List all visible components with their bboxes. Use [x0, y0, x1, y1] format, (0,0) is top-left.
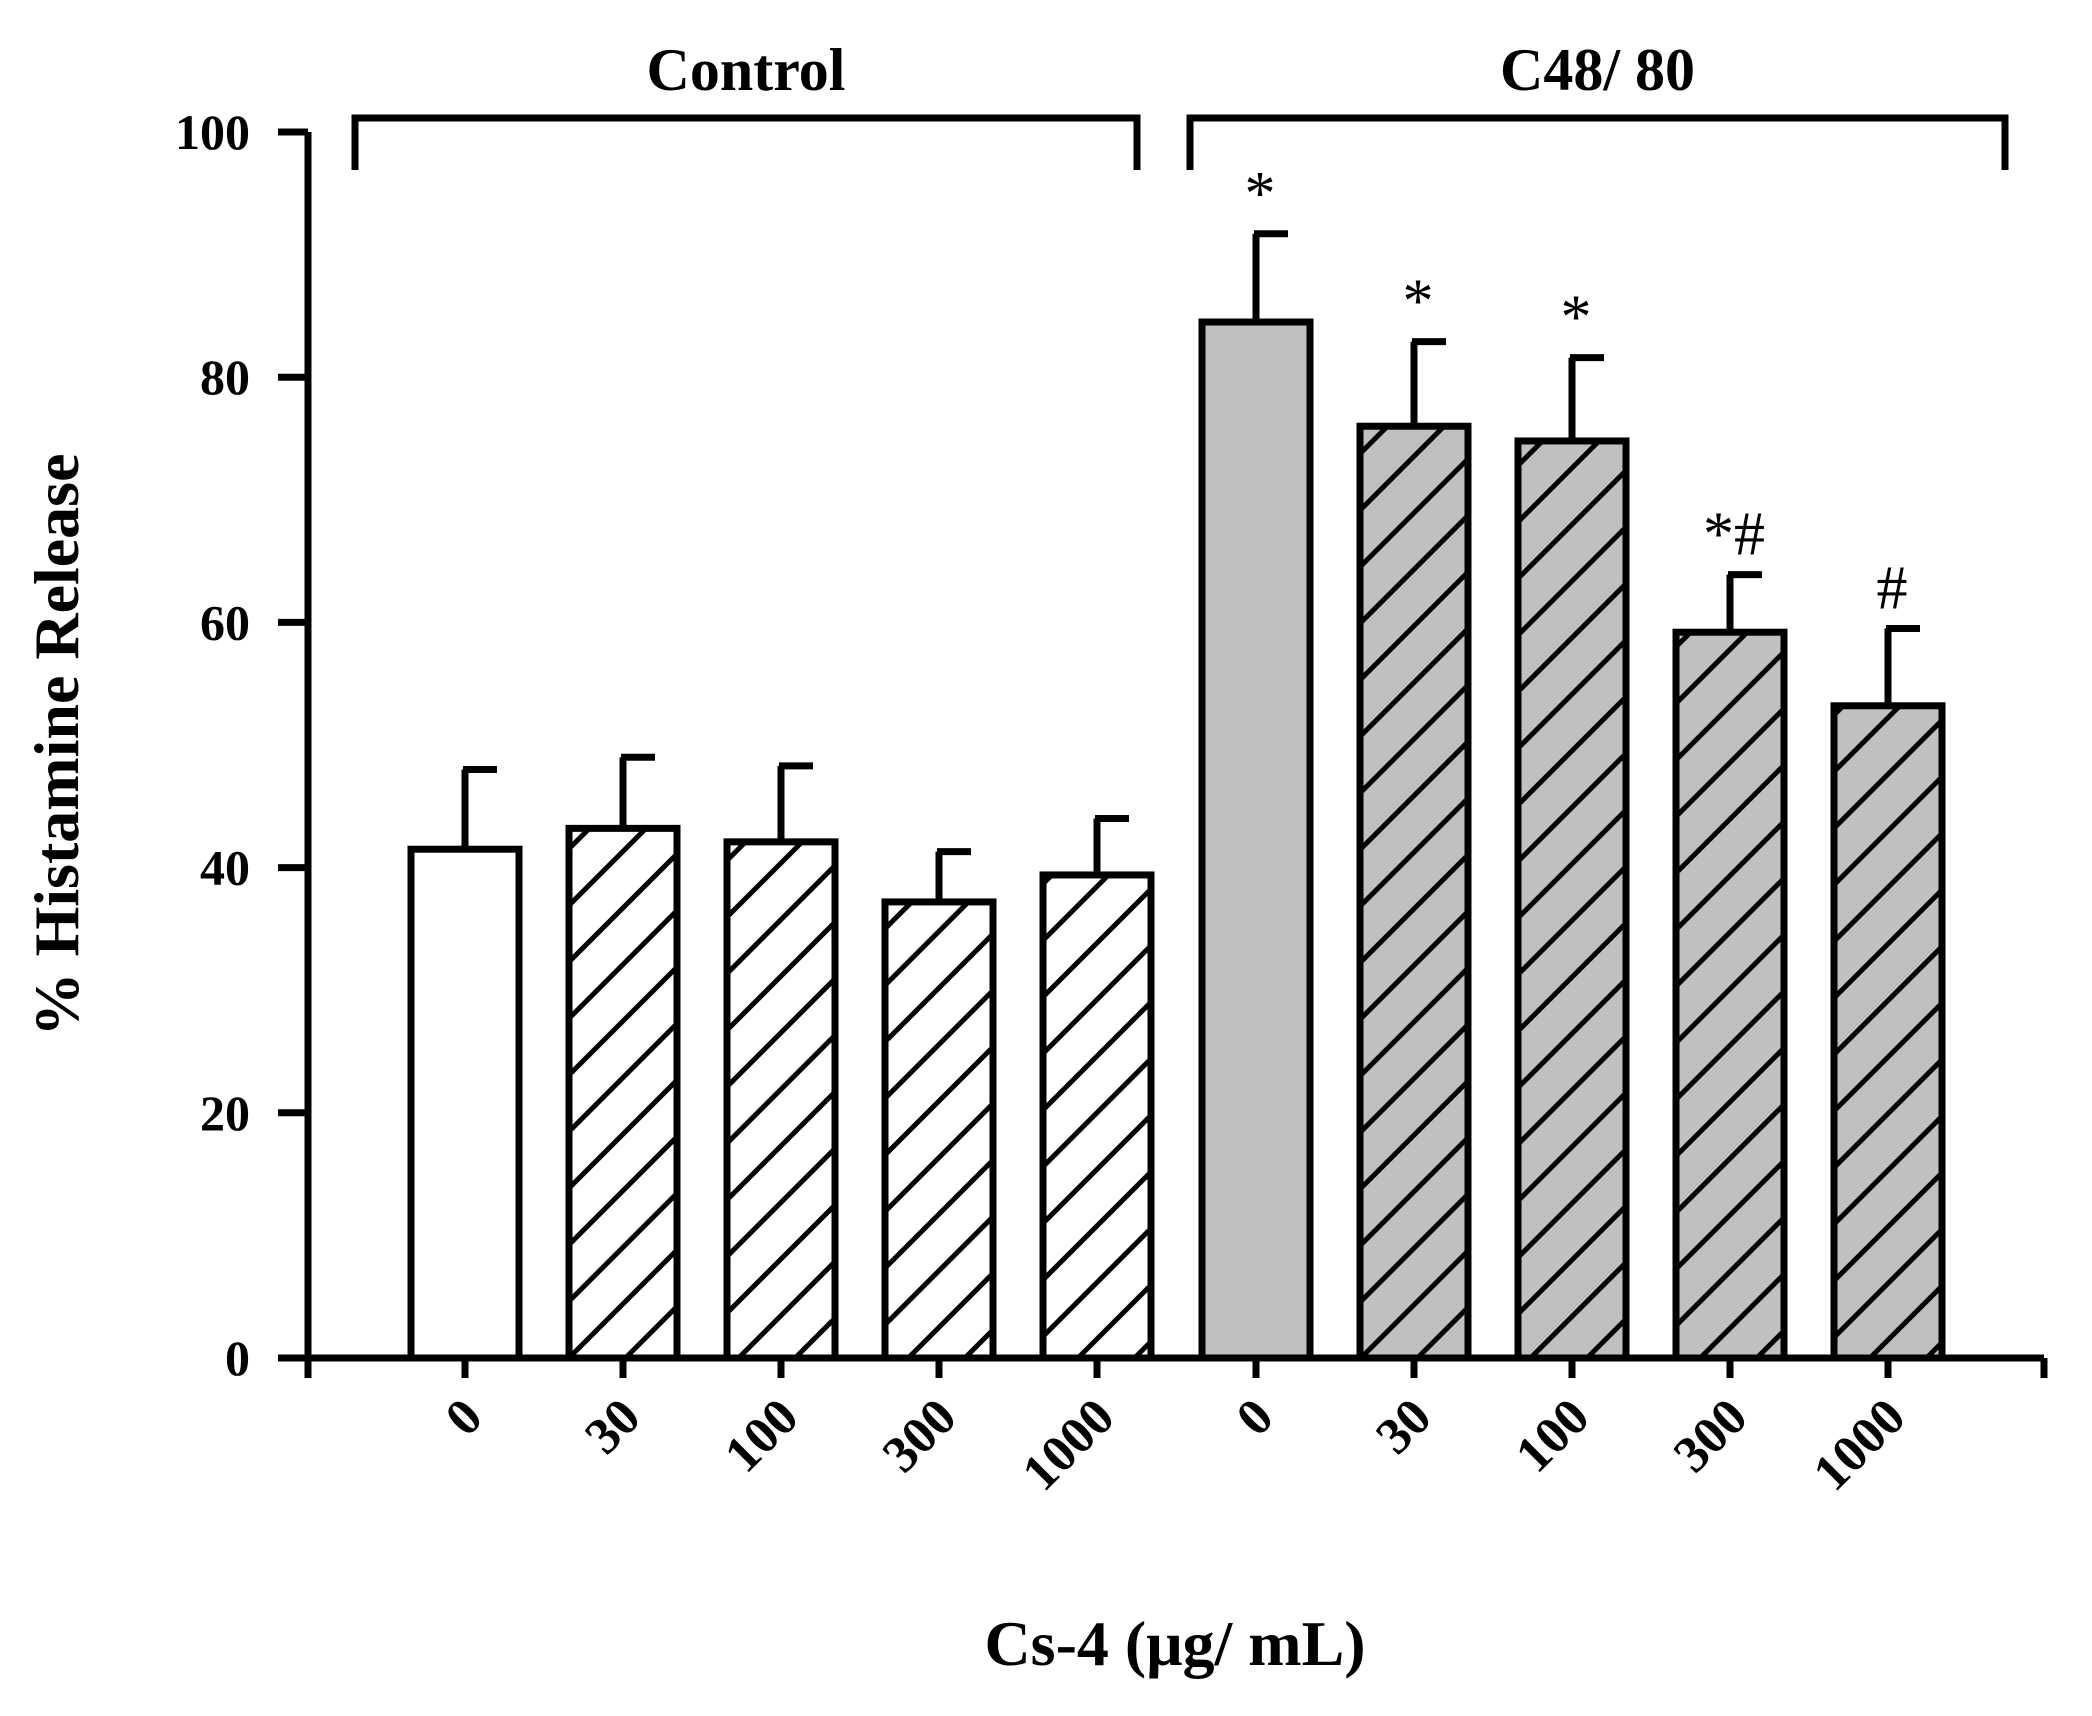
x-tick-label: 0 — [1226, 1388, 1285, 1447]
error-bar — [1252, 230, 1288, 323]
group-bracket: Control — [351, 37, 1141, 170]
significance-marker: *# — [1703, 501, 1765, 569]
x-tick-label: 300 — [872, 1388, 967, 1483]
y-axis-title: % Histamine Release — [21, 454, 92, 1037]
x-tick-label: 1000 — [1012, 1388, 1126, 1502]
y-tick-label: 80 — [200, 349, 250, 405]
bar — [565, 824, 681, 1362]
x-tick-label: 30 — [574, 1388, 651, 1465]
significance-marker: * — [1245, 160, 1276, 228]
significance-marker: * — [1403, 268, 1434, 336]
bar — [1039, 871, 1155, 1362]
bar — [1672, 628, 1788, 1362]
error-bar — [1884, 625, 1920, 706]
significance-marker: # — [1877, 555, 1908, 623]
bar — [407, 845, 523, 1362]
x-tick-label: 100 — [714, 1388, 809, 1483]
y-tick-label: 40 — [200, 840, 250, 896]
error-bar — [1093, 815, 1129, 875]
bar — [1356, 422, 1472, 1362]
x-axis-ticks: 0 30 100 300 1000 0 30 100 300 1000 — [304, 1358, 2048, 1502]
x-tick-label: 1000 — [1803, 1388, 1917, 1502]
bar — [723, 838, 839, 1362]
bar — [1198, 318, 1314, 1362]
x-tick-label: 0 — [435, 1388, 494, 1447]
bar — [881, 898, 997, 1362]
y-axis-ticks: 0 20 40 60 80 100 — [175, 104, 308, 1386]
error-bar — [1726, 571, 1762, 633]
group-brackets: Control C48/ 80 — [351, 37, 2009, 170]
bar — [1830, 702, 1946, 1362]
group-label: C48/ 80 — [1500, 37, 1695, 103]
y-tick-label: 100 — [175, 104, 250, 160]
error-bars — [461, 230, 1920, 902]
group-label: Control — [647, 37, 846, 103]
error-bar — [1568, 354, 1604, 441]
significance-markers: * * * *# # — [1245, 160, 1908, 623]
significance-marker: * — [1561, 284, 1592, 352]
group-bracket: C48/ 80 — [1186, 37, 2009, 170]
x-tick-label: 300 — [1663, 1388, 1758, 1483]
error-bar — [619, 753, 655, 829]
y-tick-label: 60 — [200, 594, 250, 650]
error-bar — [935, 848, 971, 902]
bar — [1514, 437, 1630, 1362]
x-axis-title: Cs-4 (μg/ mL) — [984, 1608, 1365, 1679]
x-tick-label: 30 — [1365, 1388, 1442, 1465]
error-bar — [777, 762, 813, 842]
error-bar — [461, 766, 497, 850]
y-tick-label: 0 — [225, 1330, 250, 1386]
error-bar — [1410, 338, 1446, 427]
x-tick-label: 100 — [1505, 1388, 1600, 1483]
bar-series — [407, 318, 1946, 1362]
y-tick-label: 20 — [200, 1085, 250, 1141]
